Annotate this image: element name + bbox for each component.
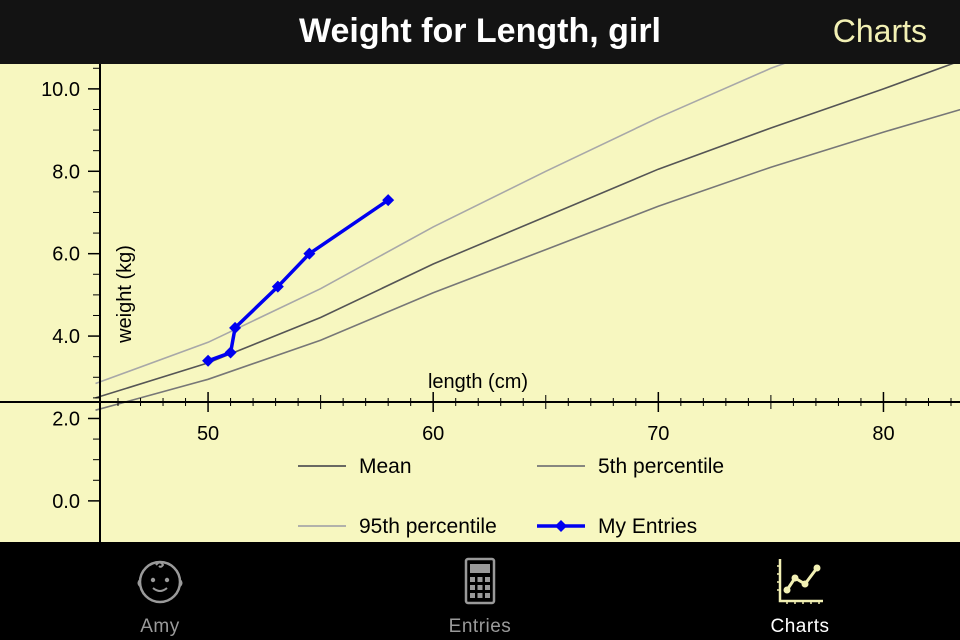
series-line-my-entries <box>207 198 390 363</box>
legend-marker <box>555 520 567 532</box>
weight-for-length-chart: 0.0 2.0 4.0 6.0 8.0 10.0 50 60 70 80 length (cm) we… <box>0 64 960 542</box>
legend-label: 95th percentile <box>359 515 497 538</box>
legend-label: Mean <box>359 455 412 478</box>
chart-axes: 0.0 2.0 4.0 6.0 8.0 10.0 50 60 70 80 length (cm) we… <box>0 64 960 542</box>
legend-label: 5th percentile <box>598 455 724 478</box>
y-tick-label: 10.0 <box>41 79 80 101</box>
my-entry-point <box>229 321 242 334</box>
x-tick-label: 60 <box>422 423 444 445</box>
tab-amy[interactable]: Amy <box>0 542 320 640</box>
y-tick-label: 6.0 <box>52 244 80 266</box>
x-axis-label: length (cm) <box>428 371 528 393</box>
line-chart-icon <box>777 559 823 604</box>
y-tick-label: 0.0 <box>52 491 80 513</box>
charts-nav-button[interactable]: Charts <box>832 13 927 49</box>
tab-label-entries: Entries <box>448 616 512 637</box>
x-tick-label: 70 <box>647 423 669 445</box>
y-tick-label: 4.0 <box>52 326 80 348</box>
chart-curves <box>95 64 960 411</box>
page-title: Weight for Length, girl <box>299 12 661 50</box>
my-entry-point <box>224 346 237 359</box>
chart-legend: Mean 5th percentile 95th percentile My Entr… <box>298 455 724 538</box>
x-tick-label: 80 <box>872 423 894 445</box>
tab-entries[interactable]: Entries <box>320 542 640 640</box>
y-tick-label: 2.0 <box>52 408 80 430</box>
chart-area[interactable]: 0.0 2.0 4.0 6.0 8.0 10.0 50 60 70 80 length (cm) we… <box>0 64 960 542</box>
series-line-95th-percentile <box>95 64 785 385</box>
series-line-mean <box>95 64 954 399</box>
my-entry-point <box>303 247 316 260</box>
my-entry-point <box>382 194 395 207</box>
my-entry-point <box>271 280 284 293</box>
navigation-bar: Weight for Length, girl Charts <box>0 0 960 64</box>
legend-label: My Entries <box>598 515 697 538</box>
baby-face-icon <box>137 560 183 604</box>
tab-label-charts: Charts <box>770 616 830 637</box>
tab-charts[interactable]: Charts <box>640 542 960 640</box>
my-entries-series <box>202 194 395 367</box>
calculator-icon <box>464 557 496 605</box>
tab-bar: Amy Entries Charts <box>0 542 960 640</box>
series-line-5th-percentile <box>95 108 960 411</box>
tab-label-amy: Amy <box>140 616 180 637</box>
y-axis-label: weight (kg) <box>114 245 136 344</box>
x-tick-label: 50 <box>197 423 219 445</box>
y-tick-label: 8.0 <box>52 161 80 183</box>
my-entry-point <box>202 354 215 367</box>
